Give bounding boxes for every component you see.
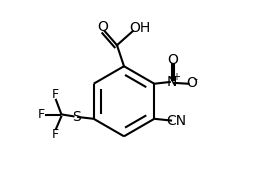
Text: F: F bbox=[52, 128, 59, 141]
Text: O: O bbox=[186, 76, 197, 90]
Text: N: N bbox=[167, 75, 177, 89]
Text: +: + bbox=[172, 72, 180, 82]
Text: O: O bbox=[167, 53, 178, 67]
Text: F: F bbox=[37, 108, 45, 121]
Text: F: F bbox=[52, 88, 59, 101]
Text: O: O bbox=[97, 20, 108, 34]
Text: CN: CN bbox=[167, 114, 187, 128]
Text: -: - bbox=[194, 75, 198, 85]
Text: OH: OH bbox=[129, 21, 150, 35]
Text: S: S bbox=[72, 110, 80, 124]
